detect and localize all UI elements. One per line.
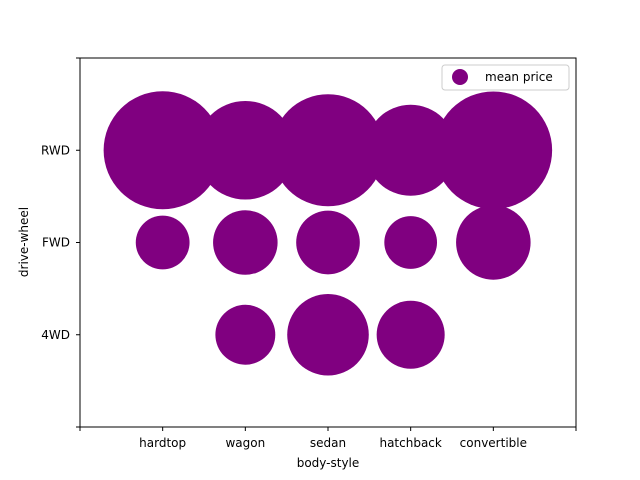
y-tick-label-4wd: 4WD (41, 328, 70, 342)
bubble-convertible-rwd (434, 91, 553, 210)
y-axis: 4WD FWD RWD (41, 57, 80, 428)
bubble-wagon-4wd (215, 304, 276, 365)
bubble-hardtop-rwd (103, 91, 222, 210)
bubble-wagon-fwd (213, 210, 278, 275)
bubble-hatchback-rwd (365, 104, 457, 196)
bubble-sedan-rwd (271, 94, 385, 207)
bubbles-layer (103, 91, 553, 376)
bubble-convertible-fwd (456, 205, 531, 280)
bubble-wagon-rwd (196, 100, 295, 200)
legend-marker (452, 69, 468, 85)
x-tick-label-hatchback: hatchback (379, 436, 441, 450)
legend: mean price (441, 64, 570, 91)
x-tick-label-sedan: sedan (310, 436, 346, 450)
x-tick-label-wagon: wagon (225, 436, 265, 450)
legend-box (441, 64, 570, 91)
bubble-hatchback-4wd (376, 300, 445, 369)
y-tick-label-fwd: FWD (42, 236, 70, 250)
legend-label-mean-price: mean price (485, 70, 553, 84)
bubble-sedan-fwd (296, 210, 360, 275)
y-axis-label: drive-wheel (17, 207, 31, 277)
x-tick-label-convertible: convertible (460, 436, 527, 450)
y-tick-label-rwd: RWD (41, 143, 70, 157)
bubble-hatchback-fwd (384, 216, 438, 269)
bubble-hardtop-fwd (135, 215, 190, 270)
bubble-sedan-4wd (287, 293, 369, 376)
x-axis: hardtop wagon sedan hatchback convertible (79, 427, 577, 450)
x-tick-label-hardtop: hardtop (139, 436, 186, 450)
x-axis-label: body-style (297, 456, 360, 470)
